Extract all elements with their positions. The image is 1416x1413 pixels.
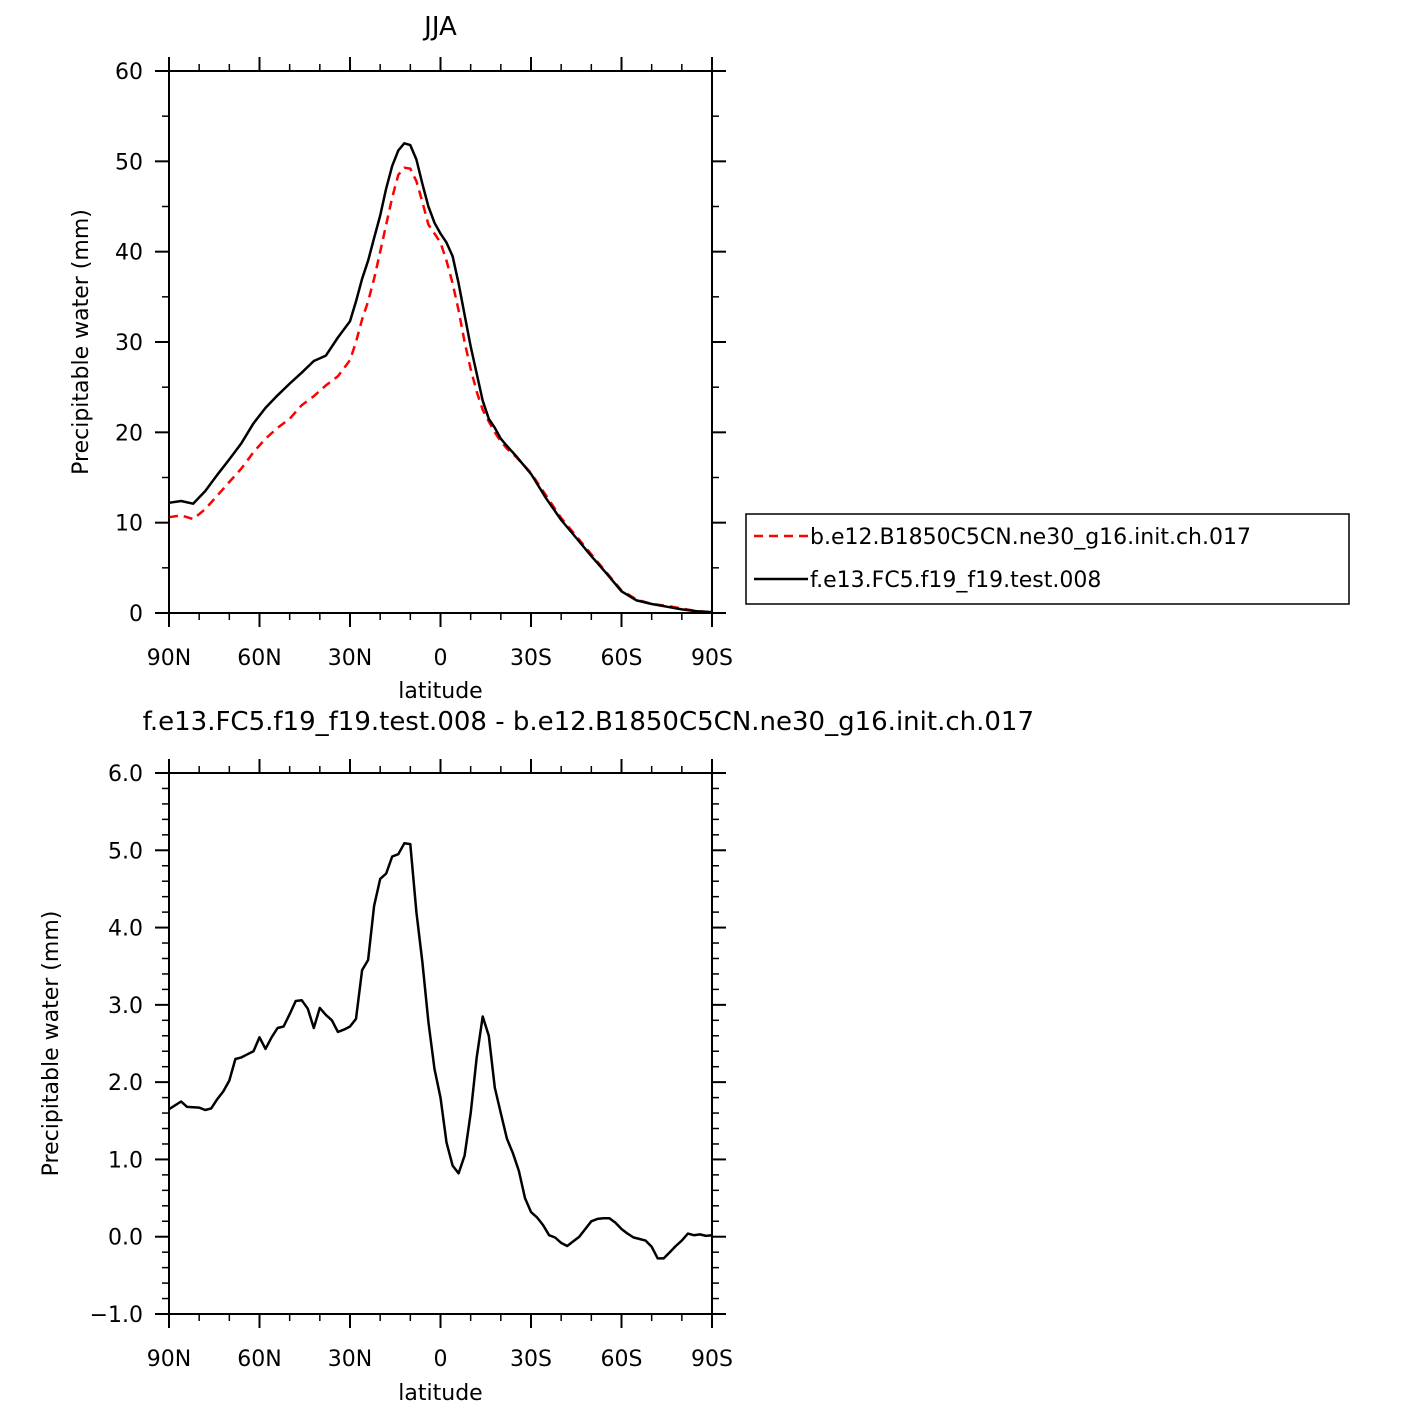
y-tick-label: 1.0	[108, 1148, 143, 1173]
legend-label: f.e13.FC5.f19_f19.test.008	[810, 568, 1101, 593]
x-tick-label: 30N	[328, 646, 372, 671]
x-tick-label: 30S	[510, 646, 552, 671]
plot-frame	[168, 70, 713, 614]
x-tick-label: 60N	[237, 1347, 281, 1372]
y-tick-label: 50	[115, 150, 143, 175]
x-tick-label: 0	[434, 646, 448, 671]
x-tick-label: 90S	[691, 1347, 733, 1372]
legend-box	[745, 513, 1350, 605]
x-tick-label: 30N	[328, 1347, 372, 1372]
x-axis-label: latitude	[398, 1381, 482, 1406]
y-tick-label: 20	[115, 421, 143, 446]
chart-title: JJA	[422, 12, 457, 42]
x-tick-label: 60S	[601, 1347, 643, 1372]
chart-title: f.e13.FC5.f19_f19.test.008 - b.e12.B1850…	[143, 707, 1034, 737]
y-tick-label: 6.0	[108, 762, 143, 787]
x-tick-label: 60S	[601, 646, 643, 671]
x-tick-label: 90N	[147, 646, 191, 671]
y-tick-label: 40	[115, 241, 143, 266]
x-axis-label: latitude	[398, 679, 482, 704]
y-tick-label: 4.0	[108, 917, 143, 942]
x-tick-label: 30S	[510, 1347, 552, 1372]
legend-label: b.e12.B1850C5CN.ne30_g16.init.ch.017	[810, 525, 1251, 550]
y-tick-label: 10	[115, 512, 143, 537]
x-tick-label: 90S	[691, 646, 733, 671]
y-tick-label: 2.0	[108, 1071, 143, 1096]
series-line-1	[168, 842, 713, 1260]
x-tick-label: 60N	[237, 646, 281, 671]
y-tick-label: 30	[115, 331, 143, 356]
plot-frame	[168, 772, 713, 1315]
y-tick-label: 5.0	[108, 839, 143, 864]
series-line-2	[168, 142, 713, 614]
y-tick-label: 3.0	[108, 994, 143, 1019]
y-tick-label: 60	[115, 60, 143, 85]
y-axis-label: Precipitable water (mm)	[69, 209, 94, 475]
y-tick-label: 0.0	[108, 1226, 143, 1251]
y-tick-label: 0	[129, 602, 143, 627]
y-axis-label: Precipitable water (mm)	[39, 911, 64, 1177]
x-tick-label: 0	[434, 1347, 448, 1372]
y-tick-label: −1.0	[90, 1303, 143, 1328]
x-tick-label: 90N	[147, 1347, 191, 1372]
